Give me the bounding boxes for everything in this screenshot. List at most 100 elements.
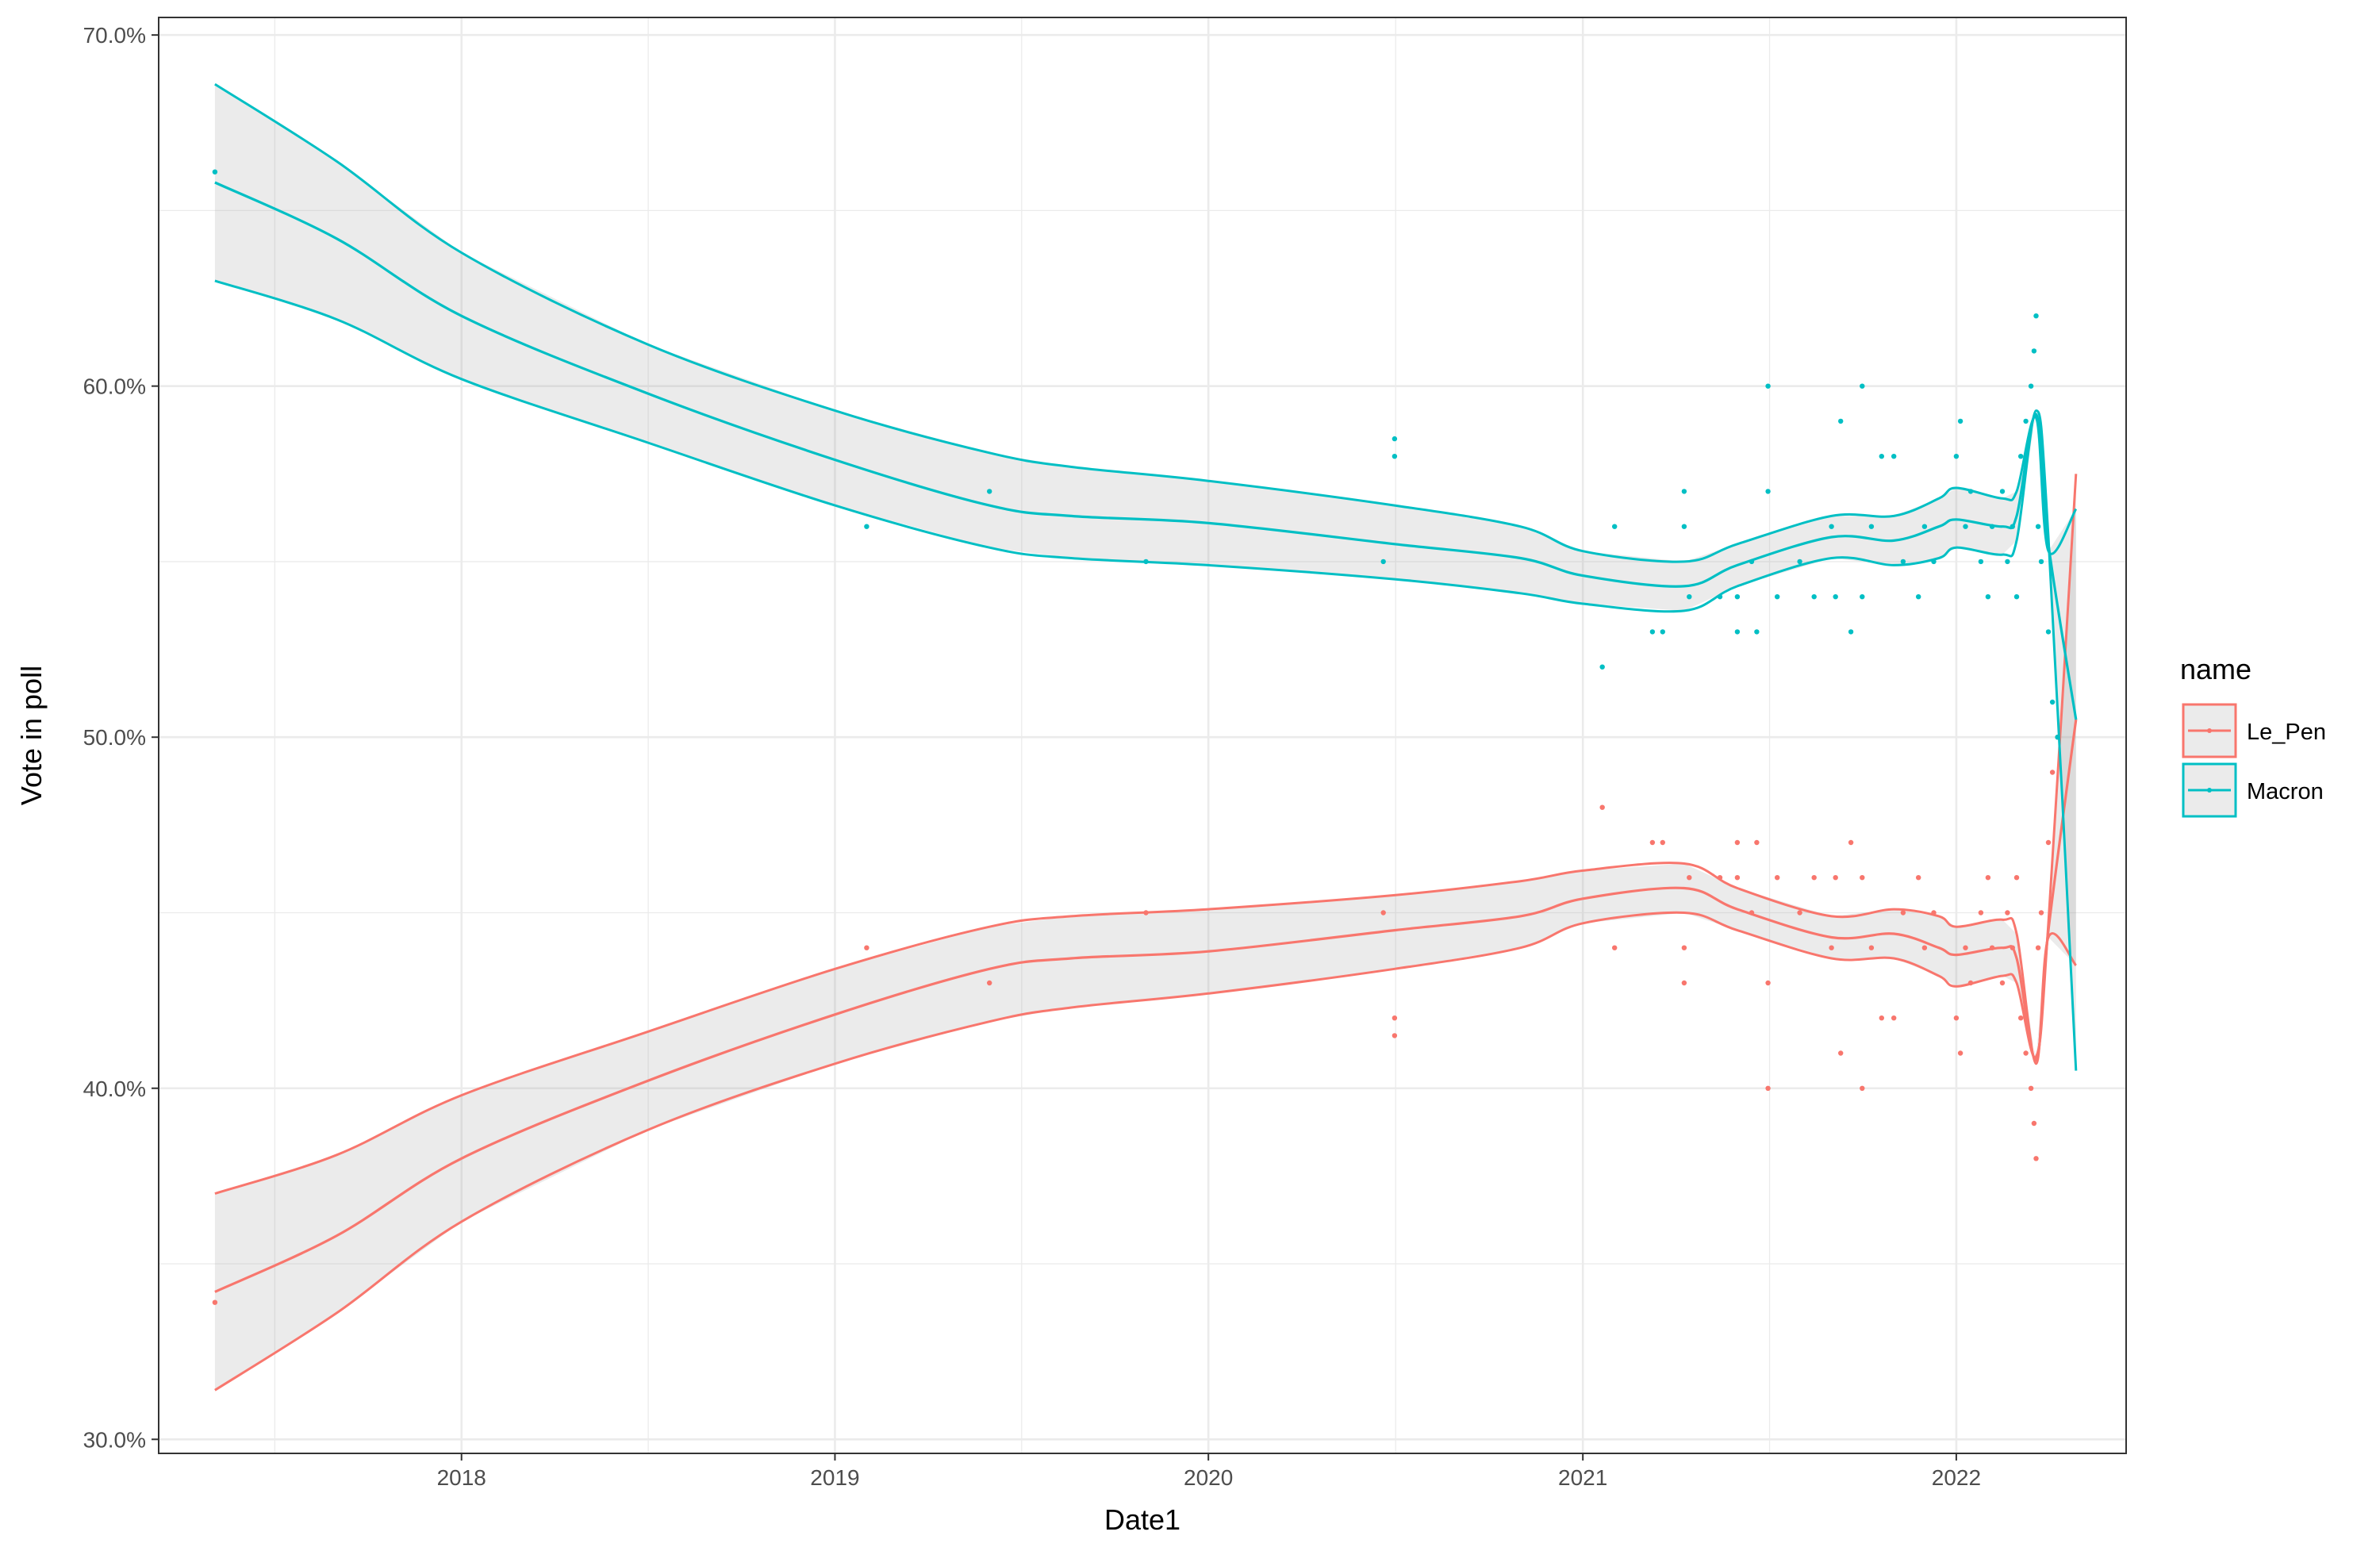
point-macron-25 — [1833, 594, 1838, 600]
legend-item-macron: Macron — [2182, 762, 2324, 818]
point-macron-34 — [1916, 594, 1921, 600]
point-macron-20 — [1765, 489, 1771, 494]
legend-label-le-pen: Le_Pen — [2247, 720, 2326, 745]
x-axis-title: Date1 — [1104, 1503, 1180, 1536]
point-le-pen-12 — [1681, 980, 1687, 986]
point-macron-8 — [1612, 524, 1618, 529]
x-tick-label-4: 2022 — [1932, 1465, 1981, 1490]
fit-line-macron — [214, 181, 2078, 720]
point-macron-9 — [1649, 629, 1656, 635]
point-macron-4 — [1380, 559, 1386, 565]
point-macron-30 — [1868, 524, 1875, 529]
point-le-pen-0 — [212, 1299, 218, 1305]
plot-panel-background — [159, 17, 2126, 1453]
point-macron-45 — [2005, 559, 2010, 565]
point-macron-50 — [2028, 383, 2034, 389]
point-macron-49 — [2023, 418, 2029, 424]
point-macron-29 — [1860, 594, 1865, 600]
point-macron-13 — [1687, 594, 1692, 600]
point-le-pen-26 — [1838, 1050, 1844, 1056]
point-macron-40 — [1967, 489, 1974, 494]
point-le-pen-50 — [2028, 1085, 2034, 1092]
point-le-pen-29 — [1860, 875, 1865, 881]
point-le-pen-27 — [1848, 839, 1854, 846]
ci-upper-line-le-pen — [214, 862, 2077, 1195]
point-le-pen-35 — [1921, 945, 1928, 950]
point-le-pen-54 — [2038, 910, 2044, 916]
point-le-pen-44 — [1999, 980, 2006, 986]
point-le-pen-52 — [2033, 1156, 2039, 1161]
point-le-pen-23 — [1811, 875, 1817, 881]
fit-lines — [214, 83, 2078, 1392]
point-le-pen-46 — [2010, 945, 2015, 950]
point-macron-39 — [1963, 524, 1968, 529]
point-macron-33 — [1900, 559, 1906, 565]
point-le-pen-14 — [1717, 875, 1723, 881]
point-le-pen-40 — [1967, 980, 1974, 986]
point-macron-15 — [1734, 629, 1741, 635]
point-le-pen-2 — [987, 980, 992, 986]
point-le-pen-31 — [1879, 1015, 1884, 1021]
y-tick-label-4: 70.0% — [83, 23, 146, 48]
point-le-pen-42 — [1985, 875, 1991, 881]
point-macron-44 — [1999, 489, 2006, 494]
point-macron-46 — [2010, 524, 2015, 529]
grid-lines — [159, 17, 2126, 1453]
legend: name Le_Pen Macron — [2180, 653, 2326, 818]
point-le-pen-37 — [1953, 1015, 1960, 1021]
point-le-pen-48 — [2018, 1015, 2024, 1021]
point-macron-42 — [1985, 594, 1991, 600]
legend-title: name — [2180, 653, 2251, 685]
point-macron-56 — [2049, 699, 2056, 705]
legend-item-le-pen: Le_Pen — [2182, 703, 2326, 758]
point-le-pen-20 — [1765, 980, 1771, 986]
point-le-pen-3 — [1143, 910, 1149, 916]
ci-lower-line-le-pen — [214, 474, 2078, 1392]
point-macron-32 — [1891, 454, 1897, 459]
ci-upper-line-macron — [214, 83, 2078, 563]
point-macron-22 — [1797, 559, 1802, 565]
point-le-pen-43 — [1989, 945, 1995, 950]
point-macron-52 — [2033, 313, 2039, 319]
poll-points — [212, 169, 2060, 1305]
point-macron-27 — [1848, 629, 1854, 635]
point-macron-43 — [1989, 524, 1995, 529]
x-tick-label-2: 2020 — [1184, 1465, 1233, 1490]
fit-line-le-pen — [214, 719, 2078, 1293]
point-le-pen-10 — [1660, 839, 1665, 846]
point-macron-17 — [1749, 559, 1755, 565]
plot-panel-border — [158, 17, 2127, 1454]
ci-lower-line-macron — [214, 279, 2078, 1071]
ribbon-macron — [214, 84, 2076, 1071]
x-tick-label-1: 2019 — [810, 1465, 859, 1490]
point-macron-14 — [1717, 594, 1723, 600]
point-macron-35 — [1921, 524, 1928, 529]
point-le-pen-15 — [1734, 839, 1741, 846]
point-le-pen-5 — [1392, 1015, 1398, 1021]
point-le-pen-4 — [1380, 910, 1386, 916]
point-le-pen-51 — [2031, 1120, 2037, 1127]
point-le-pen-8 — [1612, 945, 1618, 950]
point-macron-41 — [1978, 559, 1984, 565]
point-macron-55 — [2045, 629, 2052, 635]
point-le-pen-45 — [2005, 910, 2010, 916]
y-tick-label-3: 60.0% — [83, 374, 146, 399]
point-le-pen-1 — [864, 945, 869, 950]
point-macron-18 — [1754, 629, 1760, 635]
point-le-pen-21 — [1775, 875, 1780, 881]
point-le-pen-25 — [1833, 875, 1838, 881]
confidence-ribbons — [214, 84, 2076, 1391]
ribbon-le-pen — [214, 474, 2076, 1391]
x-axis-ticks: 2018 2019 2020 2021 2022 — [437, 1453, 1981, 1490]
point-macron-16 — [1734, 594, 1741, 600]
point-le-pen-39 — [1963, 945, 1968, 950]
y-tick-label-0: 30.0% — [83, 1427, 146, 1452]
point-le-pen-28 — [1860, 1085, 1865, 1092]
point-le-pen-7 — [1599, 804, 1605, 810]
point-macron-19 — [1765, 383, 1771, 389]
point-macron-48 — [2018, 454, 2024, 459]
point-le-pen-24 — [1829, 945, 1834, 950]
point-macron-51 — [2031, 348, 2037, 354]
point-le-pen-49 — [2023, 1050, 2029, 1056]
